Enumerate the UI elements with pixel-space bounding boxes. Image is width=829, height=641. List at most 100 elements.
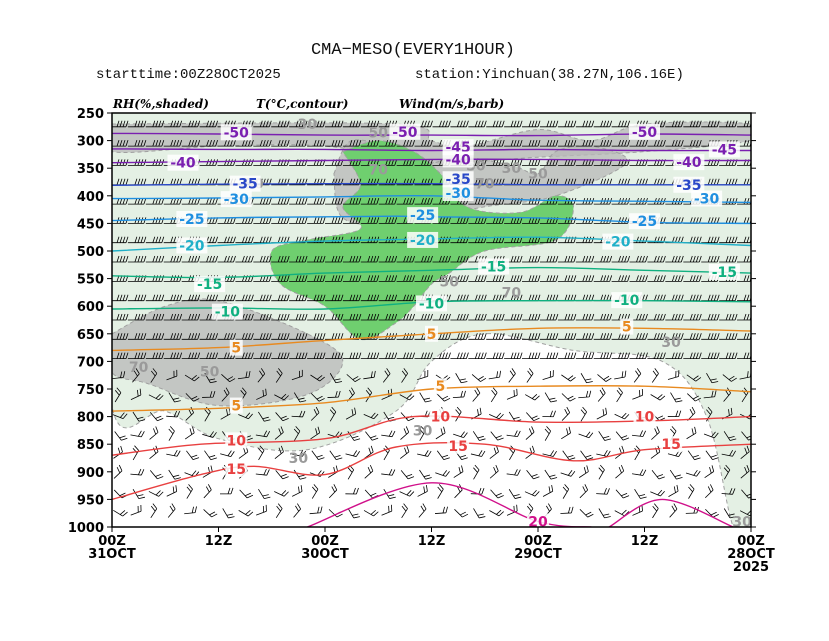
- wind-barb: [127, 294, 147, 302]
- wind-barb: [633, 368, 642, 383]
- wind-barb: [450, 333, 469, 340]
- wind-barb: [703, 431, 719, 439]
- wind-barb: [181, 139, 201, 147]
- wind-barb: [258, 411, 271, 422]
- wind-barb: [701, 159, 720, 166]
- wind-barb: [544, 392, 557, 403]
- wind-barb: [719, 352, 738, 360]
- wind-barb: [687, 393, 702, 402]
- wind-barb: [291, 369, 303, 381]
- wind-barb: [650, 394, 666, 401]
- wind-barb: [310, 374, 325, 382]
- wind-barb: [544, 426, 552, 441]
- wind-barb: [737, 236, 751, 244]
- y-tick-label: 250: [77, 107, 104, 122]
- wind-barb: [561, 374, 576, 382]
- x-tick-label: 12Z: [631, 534, 659, 549]
- wind-barb: [504, 313, 523, 321]
- wind-barb: [432, 236, 451, 244]
- temp-contour-label: -20: [605, 235, 631, 251]
- chart-title: CMA−MESO(EVERY1HOUR): [311, 41, 515, 60]
- wind-barb: [166, 369, 178, 381]
- wind-barb: [342, 255, 362, 263]
- wind-barb: [168, 392, 181, 403]
- temp-contour-label: -30: [694, 192, 720, 208]
- wind-barb: [419, 426, 426, 441]
- temp-contour-label: 15: [661, 437, 680, 453]
- wind-barb: [114, 431, 128, 441]
- wind-barb: [579, 484, 589, 499]
- wind-barb: [486, 197, 505, 205]
- wind-barb: [575, 255, 595, 263]
- wind-barb: [665, 352, 684, 360]
- wind-barb: [647, 352, 666, 360]
- wind-barb: [561, 393, 576, 402]
- wind-barb: [417, 369, 429, 381]
- wind-barb: [145, 275, 165, 282]
- wind-barb: [575, 333, 595, 340]
- wind-barb: [275, 368, 283, 383]
- wind-barb: [217, 159, 236, 166]
- wind-barb: [615, 431, 630, 441]
- wind-barb: [217, 333, 236, 340]
- wind-barb: [345, 450, 360, 457]
- rh-contour-label: 70: [475, 177, 495, 193]
- wind-barb: [163, 120, 183, 128]
- wind-barb: [271, 275, 290, 282]
- wind-barb: [274, 445, 284, 459]
- wind-barb: [452, 390, 466, 399]
- wind-barb: [632, 469, 647, 476]
- wind-barb: [414, 313, 433, 321]
- wind-barb: [504, 255, 523, 263]
- wind-barb: [382, 368, 391, 383]
- wind-barb: [145, 236, 165, 244]
- x-tick-label: 00Z: [98, 534, 126, 549]
- wind-barb: [701, 333, 720, 340]
- wind-barb: [289, 313, 308, 321]
- temp-contour-label: -20: [179, 238, 205, 254]
- wind-barb: [486, 139, 505, 147]
- wind-barb: [238, 510, 254, 517]
- rh-contour-label: 50: [440, 274, 460, 290]
- wind-barb: [647, 159, 666, 166]
- legend-temperature: T(°C,contour): [256, 97, 348, 111]
- wind-barb: [542, 450, 557, 457]
- wind-barb: [522, 333, 541, 340]
- wind-barb: [434, 506, 448, 514]
- wind-barb: [706, 373, 719, 384]
- temp-contour-label: -15: [712, 265, 737, 281]
- wind-barb: [186, 450, 200, 460]
- wind-barb: [450, 352, 469, 360]
- wind-barb: [508, 489, 522, 499]
- wind-barb: [293, 426, 301, 441]
- wind-barb: [522, 255, 541, 263]
- wind-barb: [256, 504, 267, 516]
- wind-barb: [719, 313, 738, 321]
- wind-barb: [149, 426, 159, 440]
- wind-barb: [557, 139, 577, 147]
- wind-barb: [235, 255, 254, 263]
- wind-barb: [237, 370, 251, 380]
- wind-barb: [723, 508, 737, 519]
- rh-contour-label: 30: [502, 161, 522, 177]
- wind-barb: [504, 159, 523, 166]
- wind-barb: [450, 236, 469, 244]
- wind-barb: [325, 139, 344, 147]
- wind-barb: [307, 120, 326, 128]
- temp-contour-label: -25: [632, 214, 657, 230]
- wind-barb: [253, 197, 272, 205]
- wind-barb: [575, 275, 595, 282]
- wind-barb: [289, 159, 308, 166]
- wind-barb: [342, 178, 362, 186]
- wind-barb: [504, 333, 523, 340]
- wind-barb: [307, 139, 326, 147]
- wind-barb: [163, 352, 183, 360]
- wind-barb: [307, 197, 326, 205]
- wind-barb: [504, 197, 523, 205]
- wind-barb: [593, 352, 613, 360]
- wind-barb: [719, 159, 738, 166]
- wind-barb: [506, 388, 518, 400]
- wind-barb: [253, 294, 272, 302]
- wind-barb: [486, 313, 505, 321]
- wind-barb: [575, 236, 595, 244]
